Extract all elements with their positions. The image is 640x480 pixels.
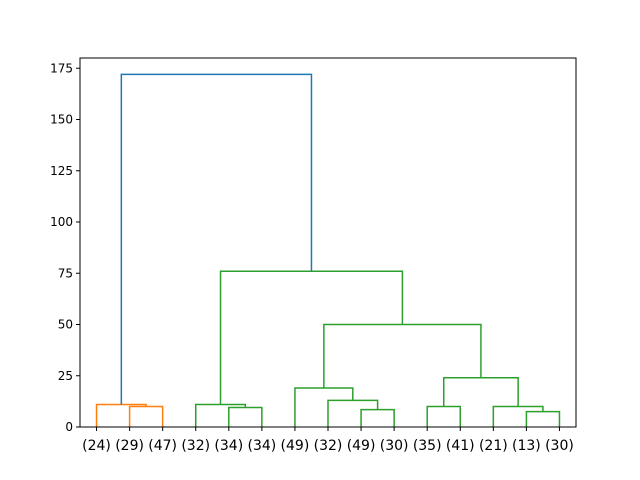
dendrogram-link-13 [120, 73, 313, 405]
leaf-label: (24) [82, 438, 111, 454]
leaf-label: (34) [247, 438, 276, 454]
y-tick-label: 0 [65, 420, 73, 434]
leaf-label: (32) [181, 438, 210, 454]
y-tick-label: 75 [58, 266, 73, 280]
dendrogram-link-0 [128, 405, 164, 427]
leaf-label: (32) [314, 438, 343, 454]
dendrogram-link-8 [525, 410, 561, 427]
dendrogram-links [95, 73, 561, 427]
dendrogram-link-2 [228, 406, 263, 427]
leaf-label: (49) [347, 438, 376, 454]
dendrogram-link-1 [95, 403, 147, 427]
leaf-label: (13) [512, 438, 541, 454]
y-tick-label: 25 [58, 369, 73, 383]
dendrogram-link-12 [219, 270, 404, 405]
leaf-label: (35) [413, 438, 442, 454]
leaf-label: (49) [281, 438, 310, 454]
y-tick-label: 50 [58, 318, 73, 332]
dendrogram-link-6 [294, 387, 354, 427]
leaf-label: (29) [115, 438, 144, 454]
y-tick-label: 150 [50, 113, 73, 127]
dendrogram-link-10 [442, 377, 519, 407]
leaf-label: (21) [479, 438, 508, 454]
x-axis: (24) (29) (47) (32) (34) (34) (49) (32) (49) (30)… [82, 427, 574, 454]
dendrogram-link-9 [492, 405, 544, 427]
y-tick-label: 175 [50, 61, 73, 75]
dendrogram-link-7 [426, 405, 462, 427]
dendrogram-link-4 [360, 408, 395, 427]
y-tick-label: 100 [50, 215, 73, 229]
leaf-label: (41) [446, 438, 475, 454]
dendrogram-link-5 [327, 399, 379, 427]
leaf-label: (34) [214, 438, 243, 454]
y-tick-label: 125 [50, 164, 73, 178]
leaf-label: (30) [380, 438, 409, 454]
y-axis: 0 25 50 75 100 125 150 175 [50, 61, 80, 434]
leaf-label: (47) [148, 438, 177, 454]
axes-frame [79, 57, 577, 428]
leaf-label: (30) [545, 438, 574, 454]
